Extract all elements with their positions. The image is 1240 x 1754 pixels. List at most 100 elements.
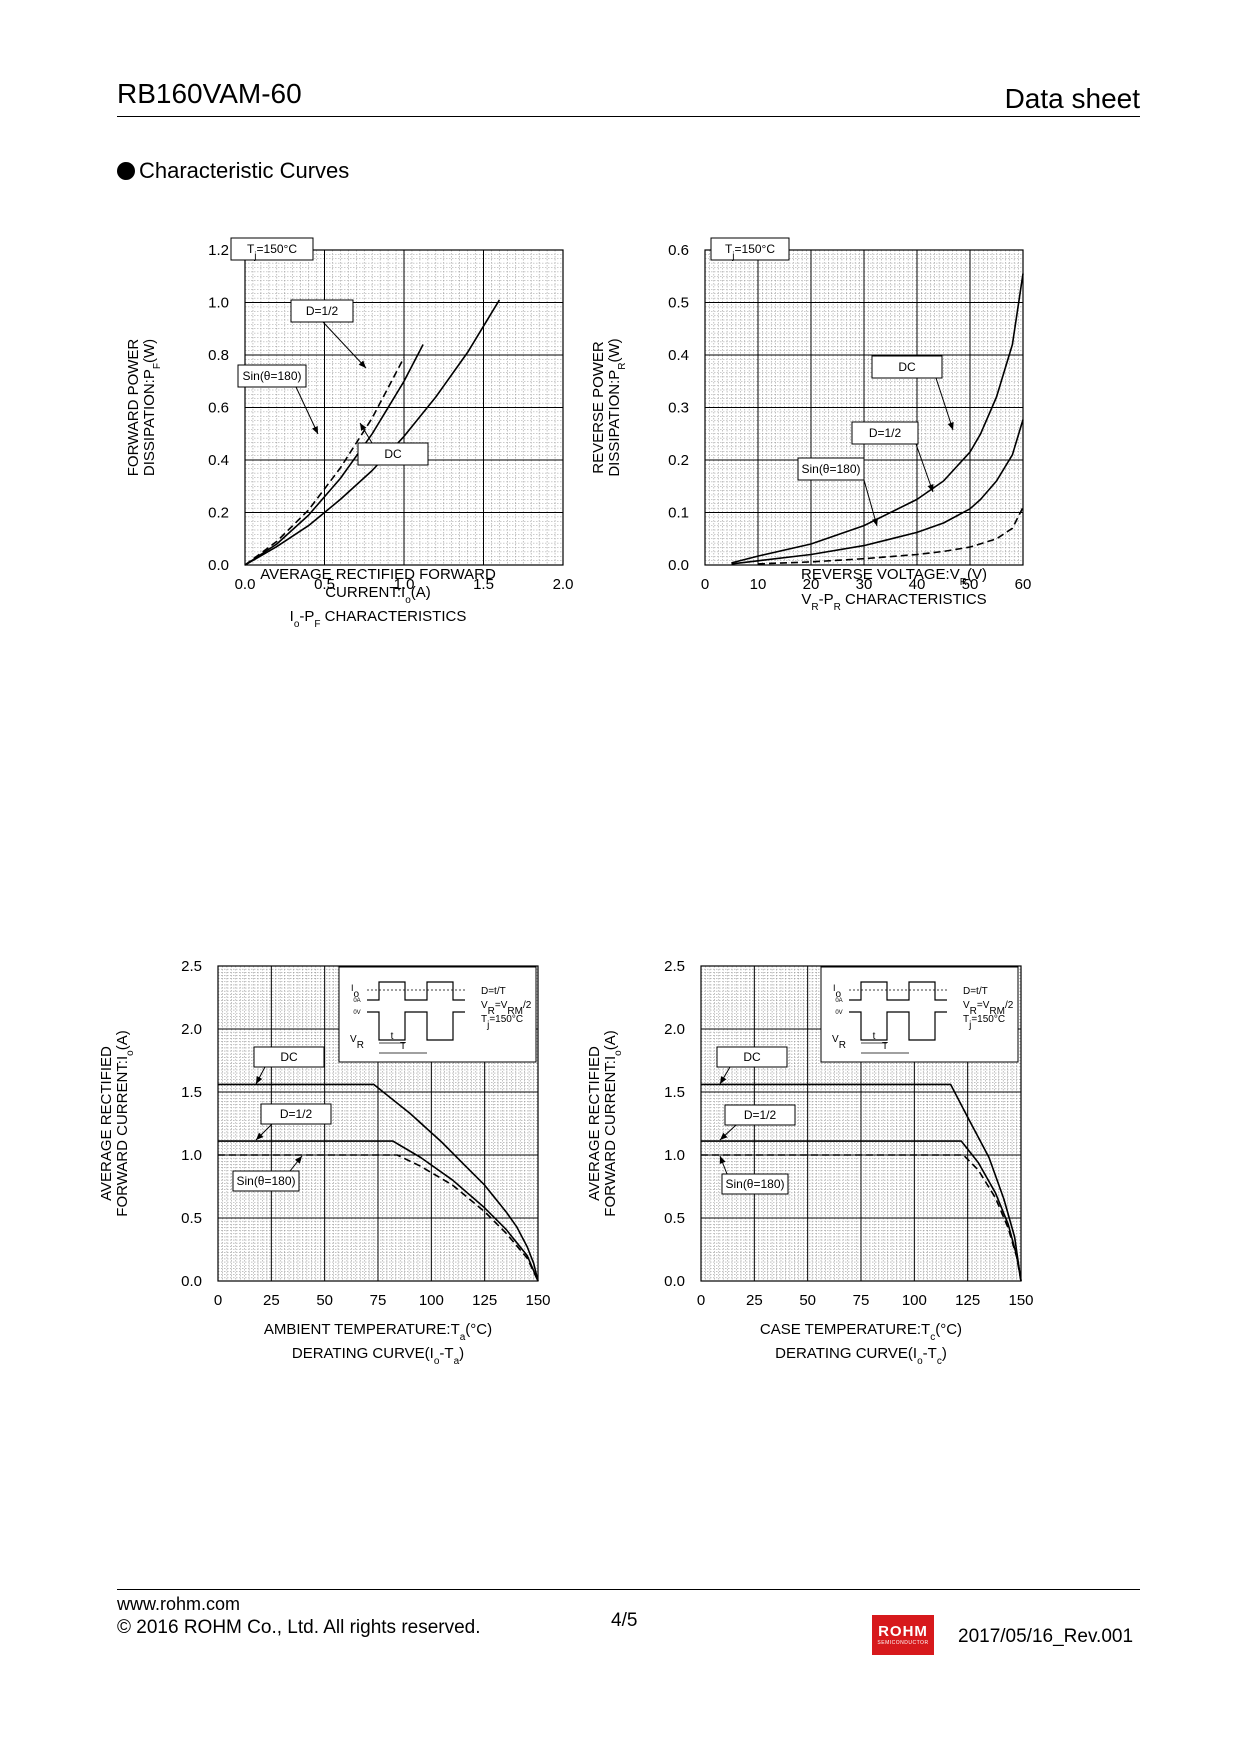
y-tick-label: 0.6 (668, 242, 689, 259)
series-dc (244, 299, 501, 566)
x-tick-label: 0 (214, 1292, 222, 1309)
grid (244, 249, 564, 566)
annotation-box (253, 1046, 325, 1068)
arrow-head (947, 422, 954, 430)
x-tick-label: 150 (525, 1292, 550, 1309)
x-tick-label: 100 (419, 1292, 444, 1309)
arrow-head (256, 1076, 263, 1084)
series-dc (731, 273, 1024, 564)
x-tick-label: 50 (799, 1292, 816, 1309)
inset-line3: Tj=150°C (963, 1014, 1005, 1031)
x-tick-label: 30 (856, 576, 873, 593)
x-tick-label: 75 (853, 1292, 870, 1309)
y-tick-label: 1.0 (208, 295, 229, 312)
chart-title: DERATING CURVE(Io-Tc) (775, 1345, 947, 1367)
annotation-label: Sin(θ=180) (242, 369, 301, 383)
annotation-box (797, 457, 865, 481)
y-tick-label: 1.0 (181, 1147, 202, 1164)
x-tick-label: 10 (750, 576, 767, 593)
y-tick-label: 2.5 (664, 958, 685, 975)
annotation-box (260, 1103, 332, 1125)
grid (704, 249, 1024, 566)
arrow-head (312, 426, 318, 434)
x-tick-label: 75 (370, 1292, 387, 1309)
section-title: Characteristic Curves (139, 158, 350, 183)
annotation-box (724, 1104, 796, 1126)
y-tick-label: 0.0 (181, 1273, 202, 1290)
annotation-arrow (863, 479, 878, 527)
series-d-1-2 (731, 419, 1024, 565)
annotation-label: DC (280, 1050, 298, 1064)
arrow-head (720, 1076, 727, 1084)
y-tick-label: 2.5 (181, 958, 202, 975)
x-tick-label: 25 (263, 1292, 280, 1309)
inset-t-label: t (873, 1031, 876, 1042)
annotation-label: Tj=150°C (725, 242, 775, 262)
revision: 2017/05/16_Rev.001 (958, 1626, 1134, 1647)
inset-0a-label: 0A (835, 998, 842, 1004)
y-tick-label: 1.0 (664, 1147, 685, 1164)
y-tick-label: 0.3 (668, 400, 689, 417)
voltage-waveform (367, 1011, 465, 1041)
inset-io-label: Io (351, 983, 360, 1000)
annotation-label: D=1/2 (306, 304, 339, 318)
annotation-box (230, 237, 314, 261)
series-dc (701, 1083, 1022, 1282)
annotation-arrow (935, 377, 954, 431)
y-tick-label: 0.1 (668, 505, 689, 522)
x-tick-label: 150 (1008, 1292, 1033, 1309)
arrow-head (719, 1156, 726, 1164)
inset-frame (338, 966, 537, 1063)
arrow-head (256, 1132, 264, 1140)
x-tick-label: 0 (701, 576, 709, 593)
x-tick-label: 1.0 (394, 576, 415, 593)
y-tick-label: 0.6 (208, 400, 229, 417)
y-tick-label: 0.8 (208, 347, 229, 364)
chart-io-pf: 0.0 0.5 1.0 1.5 2.0 0.0 0.2 0.4 0.6 0.8 1.0 1.2 Tj=1… (125, 237, 574, 630)
annotation-box (721, 1173, 789, 1195)
annotation-box (232, 1170, 300, 1192)
footer-divider (117, 1589, 1140, 1590)
series-sin-180 (701, 1154, 1022, 1282)
annotation-label: D=1/2 (744, 1108, 777, 1122)
x-tick-label: 2.0 (553, 576, 574, 593)
page-number: 4/5 (611, 1610, 638, 1631)
arrow-head (360, 423, 367, 431)
y-tick-label: 1.5 (664, 1084, 685, 1101)
arrow-head (871, 518, 878, 526)
x-tick-label: 40 (909, 576, 926, 593)
y-axis-label: FORWARD CURRENT:Io(A) (602, 1030, 624, 1216)
annotation-label: DC (743, 1050, 761, 1064)
bullet-icon (117, 162, 135, 180)
y-tick-label: 1.2 (208, 242, 229, 259)
annotation-box (716, 1046, 788, 1068)
chart-vr-pr: 0 10 20 30 40 50 60 0.0 0.1 0.2 0.3 0.4 0.5 0.6 Tj=150… (590, 237, 1031, 613)
y-tick-label: 0.4 (208, 452, 229, 469)
annotation-box (871, 355, 943, 379)
x-tick-label: 0 (697, 1292, 705, 1309)
footer-copyright: © 2016 ROHM Co., Ltd. All rights reserve… (117, 1617, 481, 1638)
series-sin-180 (757, 506, 1024, 565)
inset-line2: VR=VRM/2 (481, 1000, 532, 1017)
x-tick-label: 50 (962, 576, 979, 593)
doc-type: Data sheet (1004, 83, 1140, 114)
y-axis-label: DISSIPATION:PF(W) (141, 339, 163, 476)
x-tick-label: 125 (955, 1292, 980, 1309)
series-sin-180 (218, 1154, 539, 1282)
annotation-arrow (322, 321, 367, 369)
x-axis-label: AVERAGE RECTIFIED FORWARD (260, 566, 496, 583)
chart-derating-ta: 0 25 50 75 100 125 150 0.0 0.5 1.0 1.5 2.0 2.5 DC D=1/… (98, 958, 551, 1367)
series-dc (218, 1083, 539, 1282)
inset-0v-label: 0V (835, 1010, 842, 1016)
inset-line1: D=t/T (963, 986, 988, 997)
inset-vr-label: VR (350, 1034, 364, 1051)
plot-frame (244, 249, 564, 566)
plot-frame (704, 249, 1024, 566)
x-tick-label: 25 (746, 1292, 763, 1309)
y-axis-label: FORWARD CURRENT:Io(A) (114, 1030, 136, 1216)
x-tick-label: 20 (803, 576, 820, 593)
x-tick-label: 0.5 (314, 576, 335, 593)
inset-T-label: T (882, 1041, 888, 1052)
plot-frame (700, 965, 1022, 1282)
